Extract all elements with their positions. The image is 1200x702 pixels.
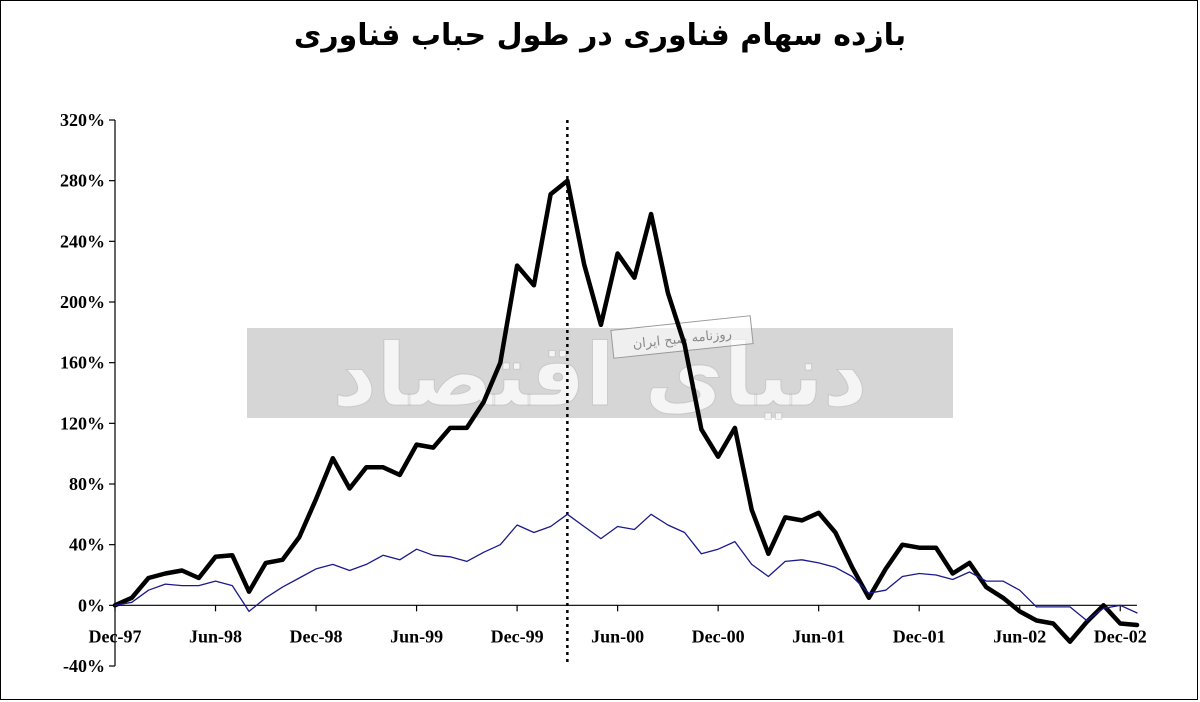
chart-title: بازده سهام فناوری در طول حباب فناوری	[293, 18, 907, 53]
y-tick-label: 0%	[78, 595, 105, 615]
x-tick-label: Jun-98	[189, 626, 242, 646]
x-tick-label: Jun-99	[390, 626, 443, 646]
x-tick-label: Dec-98	[290, 626, 343, 646]
y-tick-label: 200%	[60, 292, 105, 312]
x-tick-label: Jun-01	[792, 626, 845, 646]
y-axis: 320% 280% 240% 200% 160% 120% 80% 40% 0% -40%	[60, 110, 115, 676]
watermark-band	[247, 328, 953, 418]
x-tick-label: Jun-00	[591, 626, 644, 646]
x-axis: Dec-97 Jun-98 Dec-98 Jun-99 Dec-99 Jun-00 Dec-…	[89, 605, 1147, 646]
y-tick-label: 80%	[69, 474, 105, 494]
y-tick-label: 160%	[60, 353, 105, 373]
axes	[114, 120, 1137, 666]
y-tick-label: 40%	[69, 535, 105, 555]
y-tick-label: -40%	[63, 656, 105, 676]
x-tick-label: Dec-00	[692, 626, 745, 646]
x-tick-label: Dec-99	[491, 626, 544, 646]
series-line-2	[114, 513, 1138, 622]
x-tick-label: Jun-02	[993, 626, 1046, 646]
series-group	[112, 178, 1140, 644]
y-tick-label: 320%	[60, 110, 105, 130]
watermark: دنیای اقتصاد روزنامه صبح ایران	[247, 315, 953, 427]
watermark-brand: دنیای اقتصاد	[333, 326, 868, 426]
x-tick-label: Dec-02	[1094, 626, 1147, 646]
y-tick-label: 240%	[60, 231, 105, 251]
series-line-1	[112, 178, 1140, 644]
x-tick-label: Dec-97	[89, 626, 142, 646]
y-tick-label: 280%	[60, 171, 105, 191]
x-tick-label: Dec-01	[893, 626, 946, 646]
y-tick-label: 120%	[60, 413, 105, 433]
